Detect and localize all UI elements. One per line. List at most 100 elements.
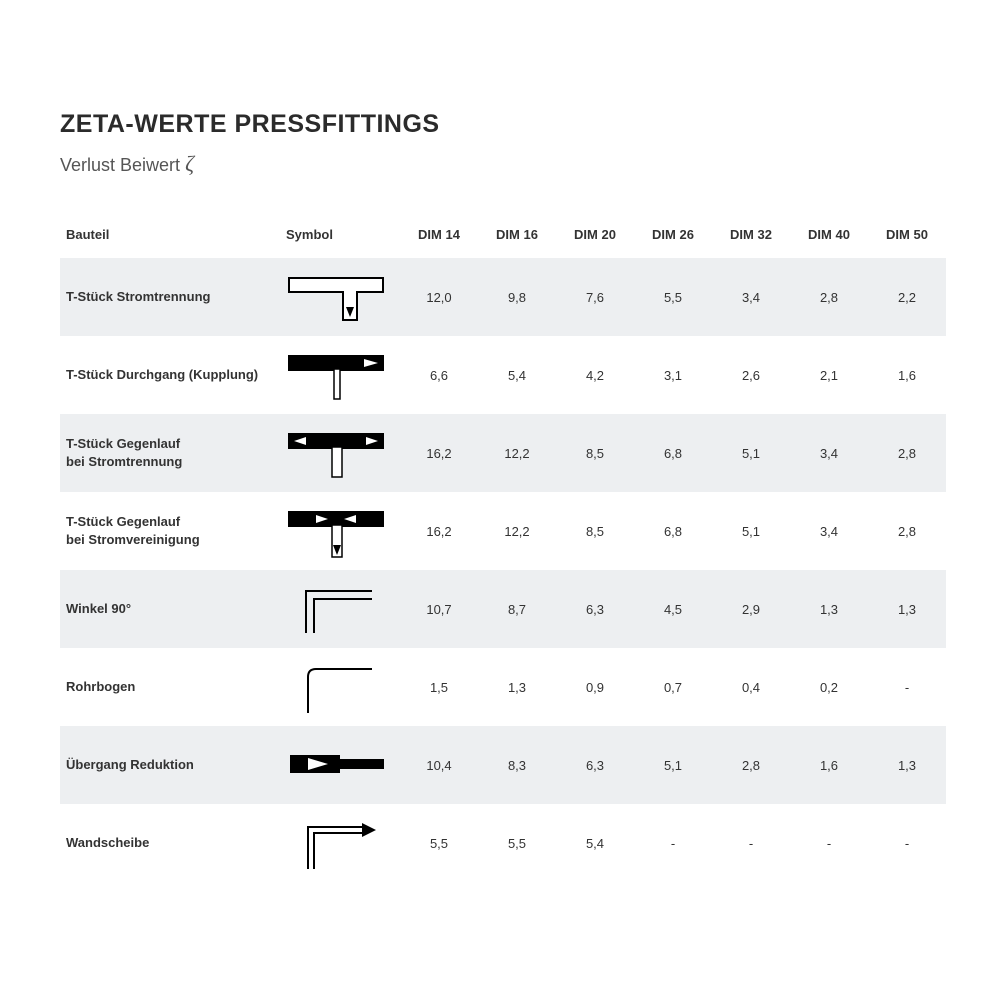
row-symbol	[280, 336, 400, 414]
wall-plate-icon	[286, 813, 386, 873]
table-row: T-Stück Gegenlaufbei Stromvereinigung 16,…	[60, 492, 946, 570]
cell-value: 2,8	[868, 492, 946, 570]
cell-value: 8,3	[478, 726, 556, 804]
row-symbol	[280, 414, 400, 492]
row-symbol	[280, 804, 400, 882]
cell-value: 6,6	[400, 336, 478, 414]
row-label: T-Stück Gegenlaufbei Stromtrennung	[60, 414, 280, 492]
cell-value: 7,6	[556, 258, 634, 336]
cell-value: 1,3	[790, 570, 868, 648]
cell-value: 0,4	[712, 648, 790, 726]
elbow-thin-icon	[286, 657, 386, 717]
cell-value: 16,2	[400, 492, 478, 570]
page-title: ZETA-WERTE PRESSFITTINGS	[60, 110, 945, 139]
row-label: Wandscheibe	[60, 804, 280, 882]
cell-value: 5,5	[400, 804, 478, 882]
row-label: Winkel 90°	[60, 570, 280, 648]
cell-value: 6,8	[634, 492, 712, 570]
cell-value: 2,8	[712, 726, 790, 804]
cell-value: 5,1	[634, 726, 712, 804]
cell-value: 2,8	[868, 414, 946, 492]
cell-value: 1,6	[790, 726, 868, 804]
row-symbol	[280, 570, 400, 648]
cell-value: 4,2	[556, 336, 634, 414]
cell-value: 8,5	[556, 414, 634, 492]
row-symbol	[280, 648, 400, 726]
cell-value: 1,5	[400, 648, 478, 726]
cell-value: 12,2	[478, 492, 556, 570]
cell-value: 1,6	[868, 336, 946, 414]
row-label: Übergang Reduktion	[60, 726, 280, 804]
cell-value: 2,6	[712, 336, 790, 414]
cell-value: -	[868, 804, 946, 882]
cell-value: 0,2	[790, 648, 868, 726]
table-header: Bauteil Symbol DIM 14 DIM 16 DIM 20 DIM …	[60, 217, 946, 258]
t-through-icon	[286, 345, 386, 405]
cell-value: 5,1	[712, 414, 790, 492]
col-header-dim: DIM 40	[790, 217, 868, 258]
cell-value: -	[868, 648, 946, 726]
col-header-symbol: Symbol	[280, 217, 400, 258]
table-row: Wandscheibe5,55,55,4----	[60, 804, 946, 882]
cell-value: 3,4	[790, 414, 868, 492]
cell-value: -	[790, 804, 868, 882]
col-header-dim: DIM 26	[634, 217, 712, 258]
cell-value: 12,0	[400, 258, 478, 336]
cell-value: 0,7	[634, 648, 712, 726]
cell-value: -	[712, 804, 790, 882]
cell-value: 6,3	[556, 726, 634, 804]
t-counter-merge-icon	[286, 501, 386, 561]
col-header-component: Bauteil	[60, 217, 280, 258]
row-symbol	[280, 492, 400, 570]
cell-value: 3,4	[790, 492, 868, 570]
t-split-down-icon	[286, 267, 386, 327]
cell-value: 2,1	[790, 336, 868, 414]
zeta-symbol: ζ	[185, 151, 194, 176]
cell-value: 8,7	[478, 570, 556, 648]
row-label: T-Stück Durchgang (Kupplung)	[60, 336, 280, 414]
subtitle-text: Verlust Beiwert	[60, 155, 185, 175]
cell-value: 3,1	[634, 336, 712, 414]
cell-value: 10,4	[400, 726, 478, 804]
cell-value: 6,8	[634, 414, 712, 492]
cell-value: 10,7	[400, 570, 478, 648]
col-header-dim: DIM 50	[868, 217, 946, 258]
row-label: Rohrbogen	[60, 648, 280, 726]
table-body: T-Stück Stromtrennung12,09,87,65,53,42,8…	[60, 258, 946, 882]
cell-value: 5,5	[478, 804, 556, 882]
table-row: Übergang Reduktion 10,48,36,35,12,81,61,3	[60, 726, 946, 804]
cell-value: -	[634, 804, 712, 882]
cell-value: 16,2	[400, 414, 478, 492]
row-symbol	[280, 726, 400, 804]
cell-value: 3,4	[712, 258, 790, 336]
col-header-dim: DIM 16	[478, 217, 556, 258]
row-symbol	[280, 258, 400, 336]
cell-value: 9,8	[478, 258, 556, 336]
cell-value: 2,8	[790, 258, 868, 336]
cell-value: 1,3	[478, 648, 556, 726]
cell-value: 2,9	[712, 570, 790, 648]
page-subtitle: Verlust Beiwert ζ	[60, 151, 945, 177]
cell-value: 8,5	[556, 492, 634, 570]
cell-value: 0,9	[556, 648, 634, 726]
t-counter-split-icon	[286, 423, 386, 483]
cell-value: 6,3	[556, 570, 634, 648]
zeta-values-table: Bauteil Symbol DIM 14 DIM 16 DIM 20 DIM …	[60, 217, 946, 882]
col-header-dim: DIM 32	[712, 217, 790, 258]
cell-value: 4,5	[634, 570, 712, 648]
row-label: T-Stück Gegenlaufbei Stromvereinigung	[60, 492, 280, 570]
table-row: Rohrbogen 1,51,30,90,70,40,2-	[60, 648, 946, 726]
page: ZETA-WERTE PRESSFITTINGS Verlust Beiwert…	[0, 0, 1000, 882]
table-row: T-Stück Durchgang (Kupplung)6,65,44,23,1…	[60, 336, 946, 414]
table-row: T-Stück Stromtrennung12,09,87,65,53,42,8…	[60, 258, 946, 336]
table-row: Winkel 90°10,78,76,34,52,91,31,3	[60, 570, 946, 648]
cell-value: 1,3	[868, 726, 946, 804]
cell-value: 2,2	[868, 258, 946, 336]
col-header-dim: DIM 14	[400, 217, 478, 258]
cell-value: 1,3	[868, 570, 946, 648]
cell-value: 12,2	[478, 414, 556, 492]
row-label: T-Stück Stromtrennung	[60, 258, 280, 336]
table-row: T-Stück Gegenlaufbei Stromtrennung 16,212…	[60, 414, 946, 492]
cell-value: 5,1	[712, 492, 790, 570]
reducer-icon	[286, 735, 386, 795]
